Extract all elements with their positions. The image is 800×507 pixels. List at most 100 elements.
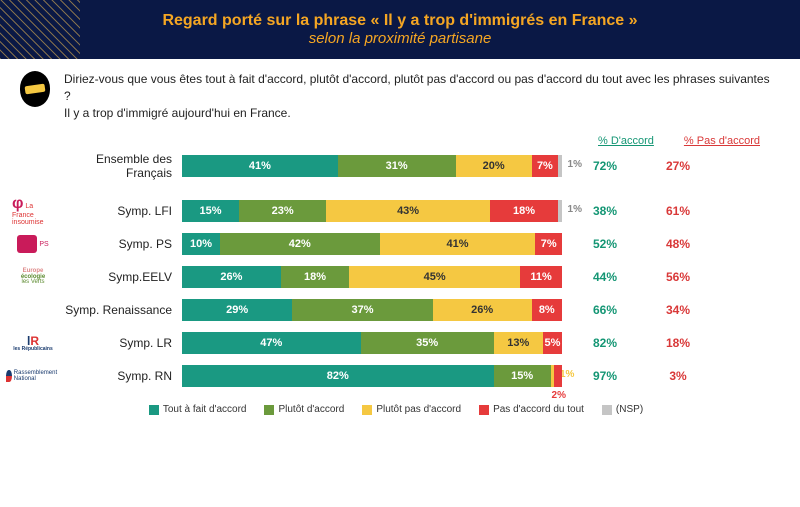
party-logo-lr: lRles Républicains — [12, 331, 54, 355]
row-label: Symp. LR — [58, 336, 178, 350]
agree-pct: 97% — [566, 369, 644, 383]
row-label: Symp.EELV — [58, 270, 178, 284]
chart-row: lRles Républicains Symp. LR 47%35%13%5% 82%… — [12, 328, 780, 358]
segment-value-outside: 1% — [560, 369, 574, 380]
lfi-icon: φ La France insoumise — [12, 196, 54, 226]
bar-segment: 41% — [182, 155, 338, 177]
party-logo-lfi: φ La France insoumise — [12, 199, 54, 223]
party-logo-rn: Rassemblement National — [12, 364, 54, 388]
lr-icon: lRles Républicains — [13, 336, 52, 351]
legend: Tout à fait d'accord Plutôt d'accord Plutô… — [12, 394, 780, 419]
question-icon — [20, 71, 50, 107]
bar-segment: 45% — [349, 266, 520, 288]
legend-item: Tout à fait d'accord — [149, 404, 247, 415]
chart-row: PSSymp. PS10%42%41%7%52%48% — [12, 229, 780, 259]
stacked-bar: 15%23%43%18%1% — [182, 200, 562, 222]
legend-item: Plutôt pas d'accord — [362, 404, 461, 415]
eelv-icon: Europeécologieles Verts — [21, 269, 45, 286]
question-block: Diriez-vous que vous êtes tout à fait d'… — [0, 59, 800, 129]
stacked-bar: 29%37%26%8% — [182, 299, 562, 321]
disagree-pct: 3% — [648, 369, 708, 383]
disagree-pct: 61% — [648, 204, 708, 218]
stacked-bar: 26%18%45%11% — [182, 266, 562, 288]
legend-item: Plutôt d'accord — [264, 404, 344, 415]
disagree-pct: 27% — [648, 159, 708, 173]
disagree-pct: 18% — [648, 336, 708, 350]
legend-label: Plutôt pas d'accord — [376, 404, 461, 415]
party-logo-eelv: Europeécologieles Verts — [12, 265, 54, 289]
agree-pct: 66% — [566, 303, 644, 317]
totals-header: % D'accord % Pas d'accord — [12, 135, 780, 147]
bar-segment: 7% — [535, 233, 562, 255]
stacked-bar: 47%35%13%5% — [182, 332, 562, 354]
legend-swatch — [479, 405, 489, 415]
bar-segment: 37% — [292, 299, 433, 321]
head-disagree: % Pas d'accord — [684, 135, 760, 147]
stacked-bar: 82%15%1%2% — [182, 365, 562, 387]
chart-row: Europeécologieles Verts Symp.EELV 26%18%45… — [12, 262, 780, 292]
legend-swatch — [149, 405, 159, 415]
row-label: Symp. LFI — [58, 204, 178, 218]
bar-segment: 43% — [326, 200, 489, 222]
bar-segment: 31% — [338, 155, 456, 177]
chart-row: Ensemble des Français41%31%20%7%1%72%27% — [12, 151, 780, 181]
bar-segment: 15% — [182, 200, 239, 222]
bar-segment: 5% — [543, 332, 562, 354]
row-label: Symp. RN — [58, 369, 178, 383]
bar-segment: 18% — [281, 266, 349, 288]
bar-segment: 29% — [182, 299, 292, 321]
legend-item: Pas d'accord du tout — [479, 404, 584, 415]
chart-header: Regard porté sur la phrase « Il y a trop… — [0, 0, 800, 59]
legend-swatch — [264, 405, 274, 415]
stacked-bar: 10%42%41%7% — [182, 233, 562, 255]
bar-segment: 20% — [456, 155, 532, 177]
question-line2: Il y a trop d'immigré aujourd'hui en Fra… — [64, 105, 770, 122]
legend-swatch — [362, 405, 372, 415]
rn-icon: Rassemblement National — [6, 370, 59, 382]
bar-segment: 1% — [558, 155, 562, 177]
chart-title: Regard porté sur la phrase « Il y a trop… — [20, 12, 780, 30]
bar-segment: 1% — [558, 200, 562, 222]
bar-segment: 18% — [490, 200, 558, 222]
bar-segment: 13% — [494, 332, 543, 354]
chart-row: φ La France insoumiseSymp. LFI15%23%43%1… — [12, 196, 780, 226]
chart-area: % D'accord % Pas d'accord Ensemble des F… — [0, 129, 800, 419]
bar-segment: 35% — [361, 332, 494, 354]
bar-segment: 82% — [182, 365, 494, 387]
disagree-pct: 34% — [648, 303, 708, 317]
party-logo-ps: PS — [12, 232, 54, 256]
row-label: Symp. PS — [58, 237, 178, 251]
disagree-pct: 48% — [648, 237, 708, 251]
bar-segment: 8% — [532, 299, 562, 321]
bar-segment: 47% — [182, 332, 361, 354]
legend-label: Tout à fait d'accord — [163, 404, 247, 415]
segment-value-outside: 2% — [552, 390, 566, 401]
bar-segment: 15% — [494, 365, 551, 387]
legend-label: (NSP) — [616, 404, 643, 415]
bar-segment: 26% — [433, 299, 532, 321]
bar-segment: 11% — [520, 266, 562, 288]
disagree-pct: 56% — [648, 270, 708, 284]
stacked-bar: 41%31%20%7%1% — [182, 155, 562, 177]
segment-value-outside: 1% — [568, 204, 582, 215]
bar-segment: 26% — [182, 266, 281, 288]
chart-subtitle: selon la proximité partisane — [20, 30, 780, 47]
agree-pct: 82% — [566, 336, 644, 350]
question-line1: Diriez-vous que vous êtes tout à fait d'… — [64, 71, 770, 105]
legend-item: (NSP) — [602, 404, 643, 415]
bar-segment: 7% — [532, 155, 559, 177]
row-label: Ensemble des Français — [58, 152, 178, 180]
head-agree: % D'accord — [598, 135, 654, 147]
segment-value-outside: 1% — [568, 159, 582, 170]
chart-row: Symp. Renaissance 29%37%26%8% 66% 34% — [12, 295, 780, 325]
agree-pct: 44% — [566, 270, 644, 284]
bar-segment: 23% — [239, 200, 326, 222]
question-text: Diriez-vous que vous êtes tout à fait d'… — [64, 71, 770, 121]
bar-segment: 41% — [380, 233, 536, 255]
row-label: Symp. Renaissance — [58, 303, 178, 317]
ps-icon — [17, 235, 37, 253]
bar-segment: 42% — [220, 233, 380, 255]
bar-segment: 10% — [182, 233, 220, 255]
bar-segment: 2% — [554, 365, 562, 387]
legend-label: Pas d'accord du tout — [493, 404, 584, 415]
